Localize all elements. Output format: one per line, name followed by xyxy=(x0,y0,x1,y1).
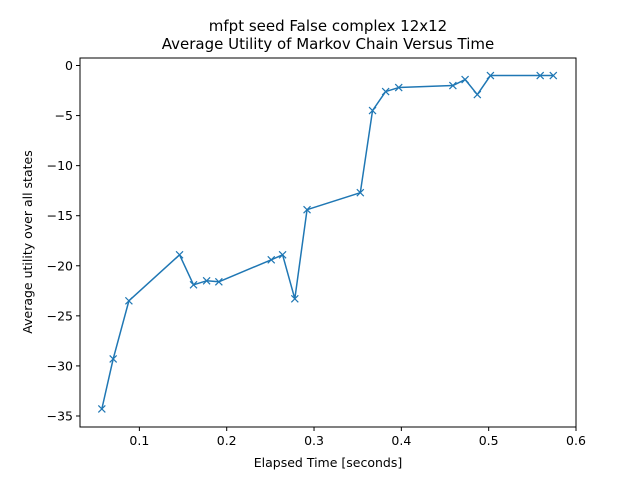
data-point-marker xyxy=(97,405,106,413)
y-tick-label: −35 xyxy=(47,408,73,423)
data-point-marker xyxy=(356,188,365,197)
data-point-marker xyxy=(267,255,276,264)
data-point-marker xyxy=(536,71,545,80)
chart-title-line-1: mfpt seed False complex 12x12 xyxy=(209,17,447,35)
data-point-marker xyxy=(394,83,403,92)
data-point-marker xyxy=(202,276,211,285)
data-point-marker xyxy=(486,71,495,80)
chart-title-line-2: Average Utility of Markov Chain Versus T… xyxy=(162,35,494,53)
x-tick-label: 0.3 xyxy=(304,433,324,448)
data-point-marker xyxy=(290,294,299,303)
y-tick-label: −15 xyxy=(47,208,73,223)
data-point-marker xyxy=(549,71,558,80)
x-tick-label: 0.2 xyxy=(217,433,237,448)
y-tick-label: −25 xyxy=(47,308,73,323)
y-tick-label: −5 xyxy=(55,108,73,123)
x-axis-label: Elapsed Time [seconds] xyxy=(254,455,403,470)
data-point-marker xyxy=(381,87,390,96)
data-point-marker xyxy=(124,296,133,305)
data-point-marker xyxy=(214,277,223,286)
y-tick-label: −20 xyxy=(47,258,73,273)
data-point-marker xyxy=(175,250,184,259)
x-tick-label: 0.1 xyxy=(129,433,149,448)
x-tick-label: 0.5 xyxy=(479,433,499,448)
data-point-marker xyxy=(303,205,311,214)
plot-area: 0.1 0.2 0.3 0.4 0.5 0.6 0 −5 −10 −15 −20 −25 −30 −35 xyxy=(47,57,586,448)
x-tick-label: 0.4 xyxy=(391,433,411,448)
y-tick-label: 0 xyxy=(65,58,73,73)
data-point-marker xyxy=(461,75,470,84)
data-point-marker xyxy=(278,250,287,259)
y-tick-label: −10 xyxy=(47,158,73,173)
y-tick-label: −30 xyxy=(47,358,73,373)
data-point-marker xyxy=(109,354,118,363)
plot-frame xyxy=(79,57,577,428)
x-tick-label: 0.6 xyxy=(566,433,586,448)
data-point-marker xyxy=(473,90,482,99)
data-point-marker xyxy=(368,106,377,115)
data-point-marker xyxy=(448,81,457,90)
data-point-marker xyxy=(189,280,198,289)
y-axis-label: Average utility over all states xyxy=(20,150,35,333)
